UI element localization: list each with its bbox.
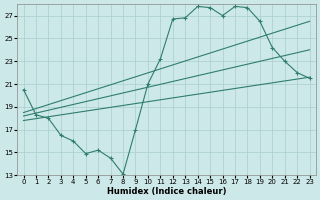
X-axis label: Humidex (Indice chaleur): Humidex (Indice chaleur) [107,187,226,196]
